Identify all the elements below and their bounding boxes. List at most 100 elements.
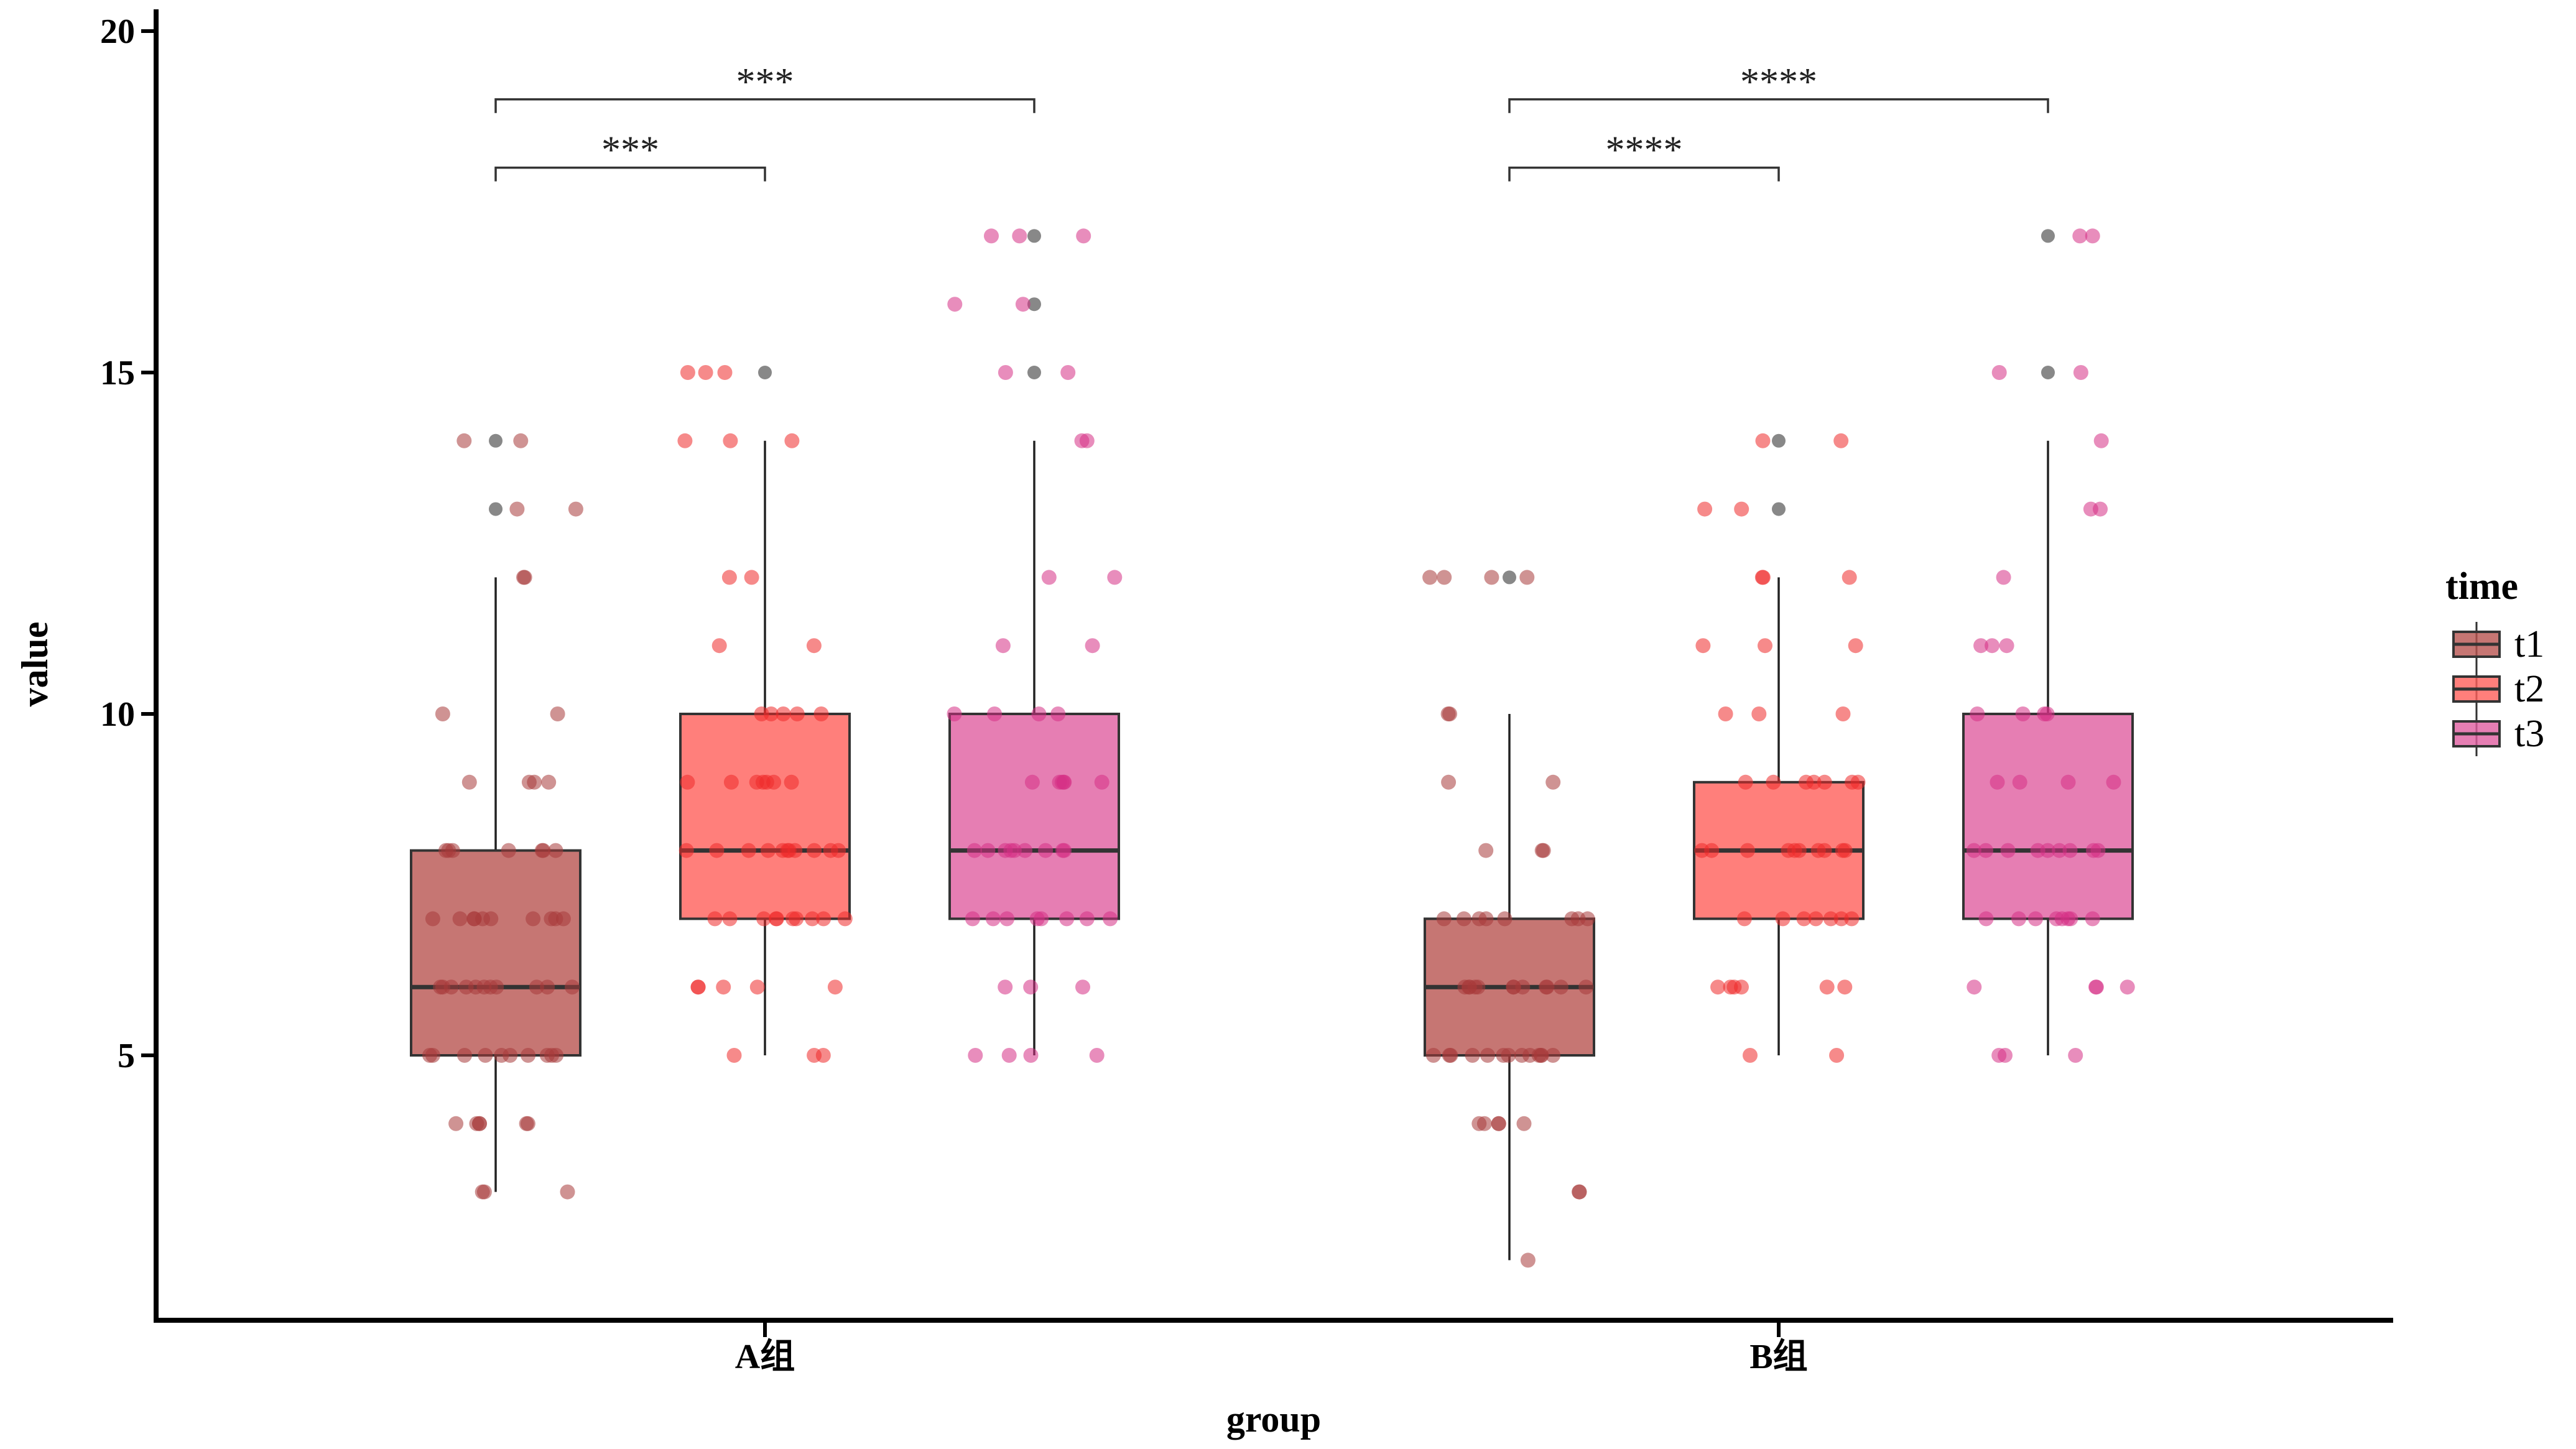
data-point xyxy=(1545,1048,1560,1063)
data-point xyxy=(544,1048,560,1063)
data-point xyxy=(1545,774,1561,790)
data-point xyxy=(1985,638,2000,654)
data-point xyxy=(1844,911,1860,927)
data-point xyxy=(534,843,550,858)
data-point xyxy=(980,843,996,858)
data-point xyxy=(1456,911,1471,927)
x-tick-label-2: B组 xyxy=(1749,1338,1807,1376)
data-point xyxy=(1572,1184,1587,1200)
data-point xyxy=(475,911,490,927)
data-point xyxy=(2088,979,2104,995)
data-point xyxy=(1024,774,1040,790)
data-point xyxy=(761,843,776,858)
data-point xyxy=(550,706,565,721)
data-point xyxy=(568,501,583,517)
data-point xyxy=(1710,979,1726,995)
data-point xyxy=(1842,570,1857,585)
data-point xyxy=(1695,638,1711,654)
data-point xyxy=(717,365,733,380)
data-point xyxy=(513,433,529,448)
outlier-point xyxy=(1503,570,1516,585)
data-point xyxy=(461,774,477,790)
y-tick-label-15: 15 xyxy=(100,354,135,392)
data-point xyxy=(1023,979,1039,995)
data-point xyxy=(1465,1048,1480,1063)
data-point xyxy=(1697,501,1713,517)
data-point xyxy=(529,979,544,995)
data-point xyxy=(679,843,694,858)
data-point xyxy=(723,774,739,790)
outlier-point xyxy=(2041,366,2055,379)
data-point xyxy=(2085,911,2100,927)
data-point xyxy=(468,979,483,995)
data-point xyxy=(1564,911,1580,927)
data-point xyxy=(2049,911,2064,927)
significance-bracket xyxy=(1508,98,2049,113)
data-point xyxy=(435,706,450,721)
data-point xyxy=(1491,1116,1506,1131)
data-point xyxy=(1506,979,1521,995)
data-point xyxy=(1970,706,1985,721)
data-point xyxy=(744,570,759,585)
legend-label-t2: t2 xyxy=(2514,668,2544,710)
data-point xyxy=(1999,638,2014,654)
data-point xyxy=(1015,297,1031,312)
data-point xyxy=(443,979,459,995)
data-point xyxy=(680,774,695,790)
outlier-point xyxy=(758,366,772,379)
data-point xyxy=(1534,1048,1549,1063)
data-point xyxy=(565,979,580,995)
data-point xyxy=(2052,843,2067,858)
data-point xyxy=(787,843,803,858)
data-point xyxy=(1017,843,1032,858)
data-point xyxy=(2083,501,2098,517)
data-point xyxy=(680,365,695,380)
data-point xyxy=(756,911,772,927)
data-point xyxy=(1520,1252,1536,1268)
data-point xyxy=(1422,570,1438,585)
legend-label-t3: t3 xyxy=(2514,713,2544,755)
x-tick-label-1: A组 xyxy=(735,1338,795,1376)
data-point xyxy=(987,706,1003,721)
data-point xyxy=(968,1048,983,1063)
data-point xyxy=(789,706,805,721)
data-point xyxy=(999,911,1015,927)
data-point xyxy=(1075,979,1090,995)
data-point xyxy=(1833,911,1849,927)
data-point xyxy=(707,911,723,927)
data-point xyxy=(998,365,1013,380)
data-point xyxy=(1519,570,1535,585)
data-point xyxy=(1740,843,1755,858)
data-point xyxy=(1978,843,1993,858)
data-point xyxy=(677,433,693,448)
data-point xyxy=(1799,774,1814,790)
box-t3-2 xyxy=(1962,713,2134,920)
data-point xyxy=(1694,843,1710,858)
outlier-point xyxy=(2041,229,2055,243)
data-point xyxy=(456,433,472,448)
data-point xyxy=(1041,570,1057,585)
data-point xyxy=(1991,365,2007,380)
outlier-point xyxy=(1027,229,1041,243)
data-point xyxy=(516,570,531,585)
outlier-point xyxy=(1772,433,1786,448)
data-point xyxy=(1441,774,1457,790)
outlier-point xyxy=(1027,366,1041,379)
data-point xyxy=(1001,1048,1017,1063)
significance-bracket xyxy=(494,166,766,182)
data-point xyxy=(716,979,731,995)
data-point xyxy=(1835,706,1851,721)
data-point xyxy=(1967,979,1982,995)
data-point xyxy=(984,228,999,244)
data-point xyxy=(527,774,542,790)
data-point xyxy=(776,706,791,721)
data-point xyxy=(526,911,541,927)
data-point xyxy=(1006,843,1022,858)
data-point xyxy=(1094,774,1110,790)
data-point xyxy=(1437,570,1452,585)
data-point xyxy=(827,979,843,995)
data-point xyxy=(1539,979,1554,995)
data-point xyxy=(1480,1048,1495,1063)
data-point xyxy=(520,1116,535,1131)
